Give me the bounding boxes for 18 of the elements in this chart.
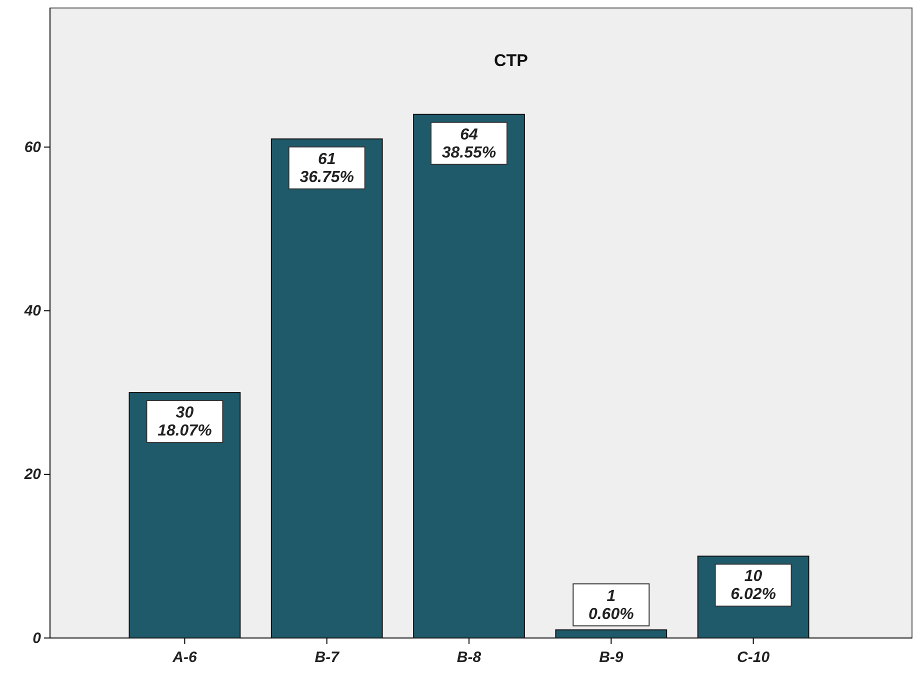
x-tick-label: B-9 xyxy=(599,649,624,666)
data-label: 64 38.55% xyxy=(442,126,496,162)
data-label: 10 6.02% xyxy=(730,568,776,604)
bar xyxy=(413,114,525,638)
x-tick-label: A-6 xyxy=(172,649,198,666)
y-tick-label: 40 xyxy=(23,302,42,320)
bar xyxy=(555,629,668,638)
x-tick-label: B-8 xyxy=(456,649,482,666)
y-tick-label: 0 xyxy=(32,630,42,647)
data-label: 61 36.75% xyxy=(300,150,354,186)
data-label: 1 0.60% xyxy=(588,588,634,623)
y-tick-label: 20 xyxy=(23,466,42,484)
y-tick-label: 60 xyxy=(24,138,42,156)
data-label: 30 18.07% xyxy=(158,404,212,440)
bar xyxy=(270,138,383,638)
x-tick-label: C-10 xyxy=(737,649,770,666)
text: CTP xyxy=(494,51,528,70)
x-tick-label: B-7 xyxy=(314,649,340,666)
